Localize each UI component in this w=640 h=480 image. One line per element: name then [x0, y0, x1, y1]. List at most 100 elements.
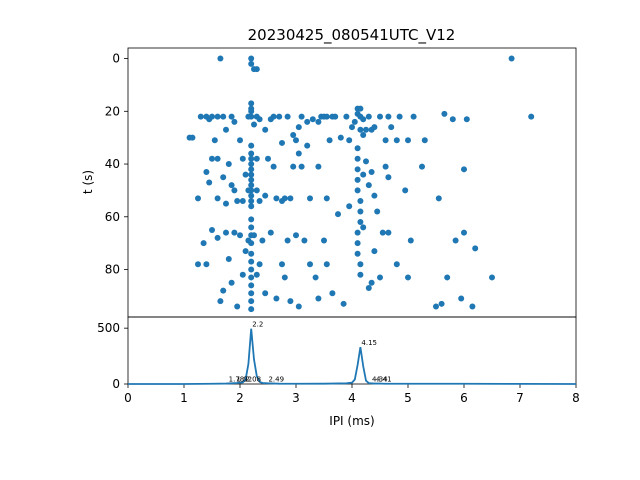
- scatter-point: [242, 171, 249, 178]
- scatter-point: [435, 195, 442, 202]
- scatter-point: [357, 197, 364, 204]
- scatter-point: [287, 195, 294, 202]
- scatter-point: [237, 232, 243, 239]
- scatter-point: [321, 237, 327, 244]
- scatter-point: [323, 195, 330, 202]
- peak-label: 2.2: [252, 321, 263, 329]
- scatter-point: [377, 274, 383, 281]
- scatter-point: [354, 229, 361, 236]
- scatter-point: [248, 108, 255, 115]
- scatter-point: [239, 155, 246, 162]
- scatter-point: [217, 55, 224, 62]
- histogram-y-ticks: 0 500: [97, 321, 128, 391]
- scatter-point: [354, 187, 361, 194]
- scatter-point: [379, 229, 386, 236]
- scatter-point: [393, 137, 400, 144]
- scatter-point: [248, 250, 255, 257]
- scatter-point: [265, 155, 271, 162]
- scatter-point: [276, 113, 283, 120]
- scatter-point: [461, 166, 467, 173]
- scatter-point: [259, 237, 266, 244]
- scatter-point: [365, 113, 372, 120]
- histogram-axes-frame: [127, 316, 577, 385]
- scatter-point: [248, 192, 255, 199]
- scatter-point: [253, 271, 260, 278]
- scatter-point: [284, 237, 291, 244]
- scatter-point: [209, 155, 215, 162]
- scatter-point: [315, 163, 322, 170]
- histogram-x-axis-label: IPI (ms): [329, 414, 374, 428]
- histogram-x-ticks: 0 1 2 3 4 5 6 7 8: [124, 384, 580, 405]
- scatter-point: [357, 208, 364, 215]
- histogram-line: [128, 328, 577, 385]
- scatter-point: [256, 197, 263, 204]
- scatter-point: [315, 118, 322, 125]
- peak-label: 2.08: [245, 376, 261, 384]
- scatter-point: [315, 295, 322, 302]
- scatter-point: [444, 274, 451, 281]
- scatter-point: [279, 139, 285, 146]
- scatter-point: [304, 118, 311, 125]
- scatter-point: [256, 116, 263, 123]
- histogram-x-tick-label: 6: [460, 391, 468, 405]
- scatter-point: [248, 282, 255, 289]
- scatter-point: [346, 203, 353, 210]
- scatter-point: [421, 137, 428, 144]
- scatter-point: [346, 137, 353, 144]
- scatter-point: [382, 163, 389, 170]
- scatter-point: [360, 224, 367, 231]
- scatter-point: [214, 113, 221, 120]
- scatter-point: [248, 182, 255, 189]
- histogram-x-tick-label: 5: [404, 391, 412, 405]
- scatter-point: [197, 113, 204, 120]
- scatter-point: [309, 116, 316, 123]
- scatter-point: [323, 113, 330, 120]
- scatter-point: [374, 208, 381, 215]
- scatter-point: [360, 116, 367, 123]
- scatter-point: [385, 174, 392, 181]
- scatter-point: [223, 200, 229, 207]
- scatter-point: [357, 105, 364, 112]
- scatter-point: [388, 124, 395, 131]
- scatter-point: [251, 121, 257, 128]
- scatter-point: [262, 126, 269, 133]
- scatter-point: [281, 274, 288, 281]
- scatter-point: [203, 261, 210, 268]
- scatter-y-tick-label: 80: [105, 263, 120, 277]
- scatter-point: [295, 303, 302, 310]
- scatter-point: [360, 171, 367, 178]
- scatter-point: [248, 298, 255, 305]
- scatter-point: [441, 110, 448, 117]
- scatter-point: [329, 290, 336, 297]
- scatter-point: [189, 134, 196, 141]
- histogram-x-tick-label: 7: [516, 391, 524, 405]
- scatter-point: [267, 229, 274, 236]
- scatter-point: [371, 124, 378, 131]
- scatter-point: [377, 113, 383, 120]
- peak-label: 4.41: [376, 376, 392, 384]
- scatter-point: [248, 266, 255, 273]
- scatter-point: [354, 155, 361, 162]
- scatter-point: [402, 187, 409, 194]
- scatter-point: [248, 166, 255, 173]
- scatter-point: [231, 187, 238, 194]
- scatter-point: [248, 150, 255, 157]
- scatter-point: [293, 232, 299, 239]
- scatter-point: [405, 137, 411, 144]
- scatter-point: [206, 179, 213, 186]
- scatter-point: [290, 132, 297, 139]
- scatter-point: [225, 255, 232, 262]
- scatter-point: [472, 245, 479, 252]
- scatter-point: [270, 113, 277, 120]
- peak-label: 4.34: [372, 376, 388, 384]
- scatter-point: [223, 126, 229, 133]
- chart-title: 20230425_080541UTC_V12: [248, 26, 456, 45]
- scatter-point: [419, 163, 425, 170]
- histogram-x-tick-label: 1: [180, 391, 188, 405]
- scatter-point: [209, 113, 215, 120]
- scatter-point: [228, 113, 235, 120]
- scatter-point: [354, 240, 361, 247]
- histogram-x-tick-label: 8: [572, 391, 580, 405]
- scatter-point: [307, 261, 313, 268]
- scatter-y-tick-label: 60: [105, 210, 120, 224]
